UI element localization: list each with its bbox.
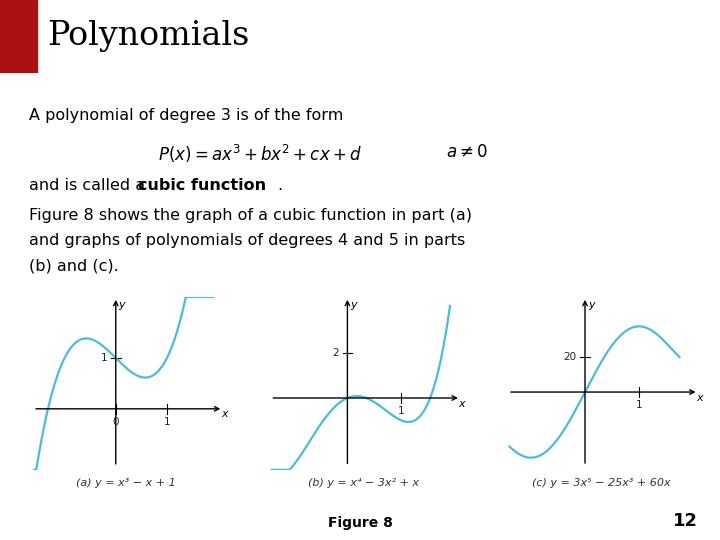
Text: $P(x) = ax^3 + bx^2 + cx + d$: $P(x) = ax^3 + bx^2 + cx + d$ (158, 143, 362, 165)
Text: 1: 1 (100, 353, 107, 363)
Text: and is called a: and is called a (29, 178, 150, 193)
Text: (a) y = x³ − x + 1: (a) y = x³ − x + 1 (76, 478, 176, 488)
Text: 2: 2 (332, 348, 338, 358)
Text: and graphs of polynomials of degrees 4 and 5 in parts: and graphs of polynomials of degrees 4 a… (29, 233, 465, 248)
Text: A polynomial of degree 3 is of the form: A polynomial of degree 3 is of the form (29, 108, 343, 123)
Text: 20: 20 (563, 353, 576, 362)
Text: (c) y = 3x⁵ − 25x³ + 60x: (c) y = 3x⁵ − 25x³ + 60x (532, 478, 670, 488)
Text: 1: 1 (163, 416, 170, 427)
Text: 12: 12 (673, 512, 698, 530)
Text: 0: 0 (112, 416, 119, 427)
Text: (b) y = x⁴ − 3x² + x: (b) y = x⁴ − 3x² + x (308, 478, 419, 488)
Bar (0, 0, 37, 73)
Text: Figure 8: Figure 8 (328, 516, 392, 530)
Text: y: y (119, 300, 125, 310)
Text: x: x (696, 393, 703, 403)
Text: x: x (459, 399, 465, 409)
Text: Polynomials: Polynomials (47, 21, 249, 52)
Text: y: y (588, 300, 595, 310)
Text: .: . (277, 178, 282, 193)
Text: x: x (221, 409, 228, 419)
Text: 1: 1 (398, 406, 405, 416)
Text: (b) and (c).: (b) and (c). (29, 259, 119, 274)
Text: y: y (351, 300, 357, 310)
Text: $a \neq 0$: $a \neq 0$ (446, 143, 488, 161)
Text: 1: 1 (636, 400, 642, 410)
Text: Figure 8 shows the graph of a cubic function in part (a): Figure 8 shows the graph of a cubic func… (29, 208, 472, 223)
Text: cubic function: cubic function (138, 178, 266, 193)
